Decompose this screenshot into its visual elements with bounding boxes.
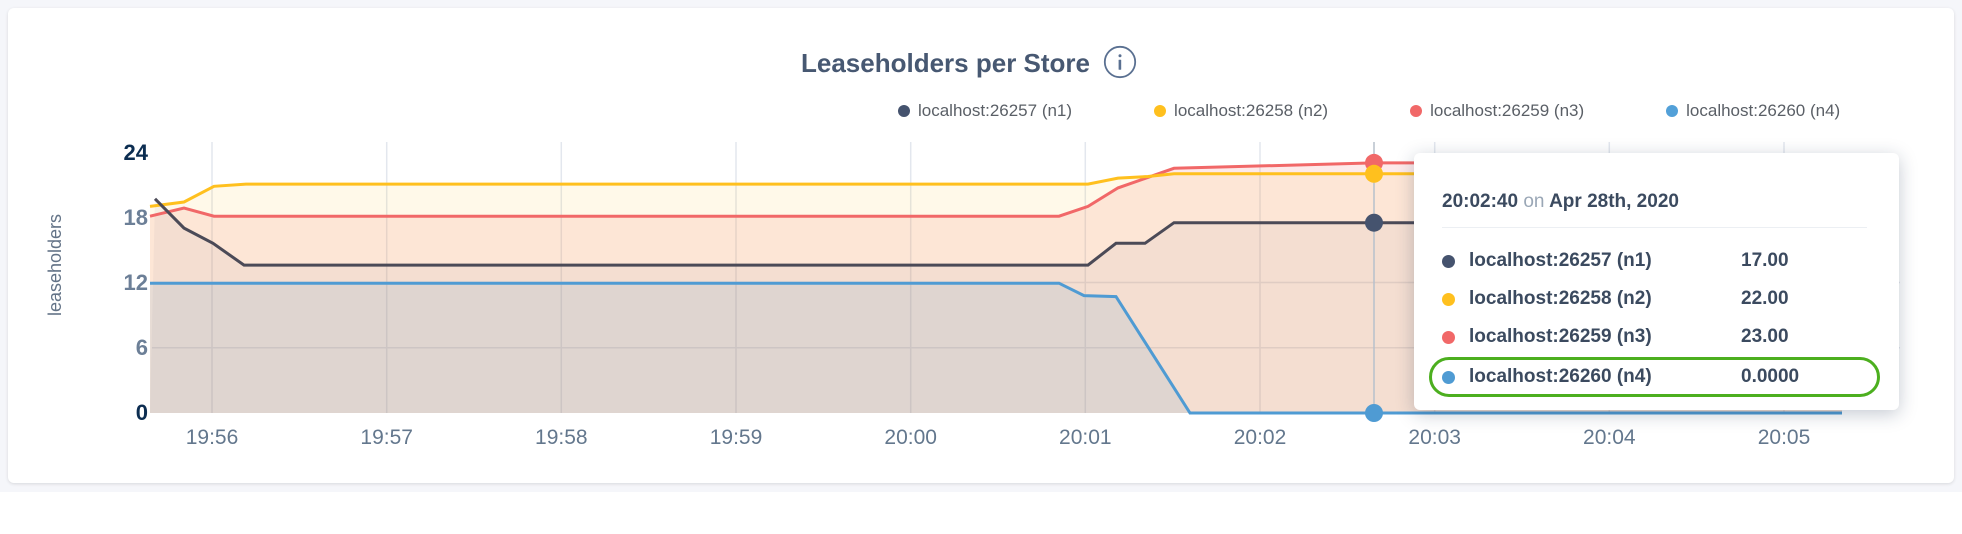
svg-text:12: 12 <box>124 270 148 295</box>
svg-text:24: 24 <box>124 140 149 165</box>
svg-text:19:59: 19:59 <box>710 426 763 449</box>
svg-text:20:05: 20:05 <box>1758 426 1811 449</box>
svg-text:19:56: 19:56 <box>186 426 239 449</box>
svg-text:6: 6 <box>136 335 148 360</box>
svg-text:20:01: 20:01 <box>1059 426 1112 449</box>
svg-text:19:57: 19:57 <box>360 426 413 449</box>
svg-text:20:04: 20:04 <box>1583 426 1636 449</box>
svg-text:0: 0 <box>136 400 148 425</box>
svg-text:20:00: 20:00 <box>884 426 937 449</box>
svg-text:20:02: 20:02 <box>1234 426 1287 449</box>
svg-text:19:58: 19:58 <box>535 426 588 449</box>
svg-text:20:03: 20:03 <box>1408 426 1461 449</box>
svg-text:18: 18 <box>124 205 148 230</box>
